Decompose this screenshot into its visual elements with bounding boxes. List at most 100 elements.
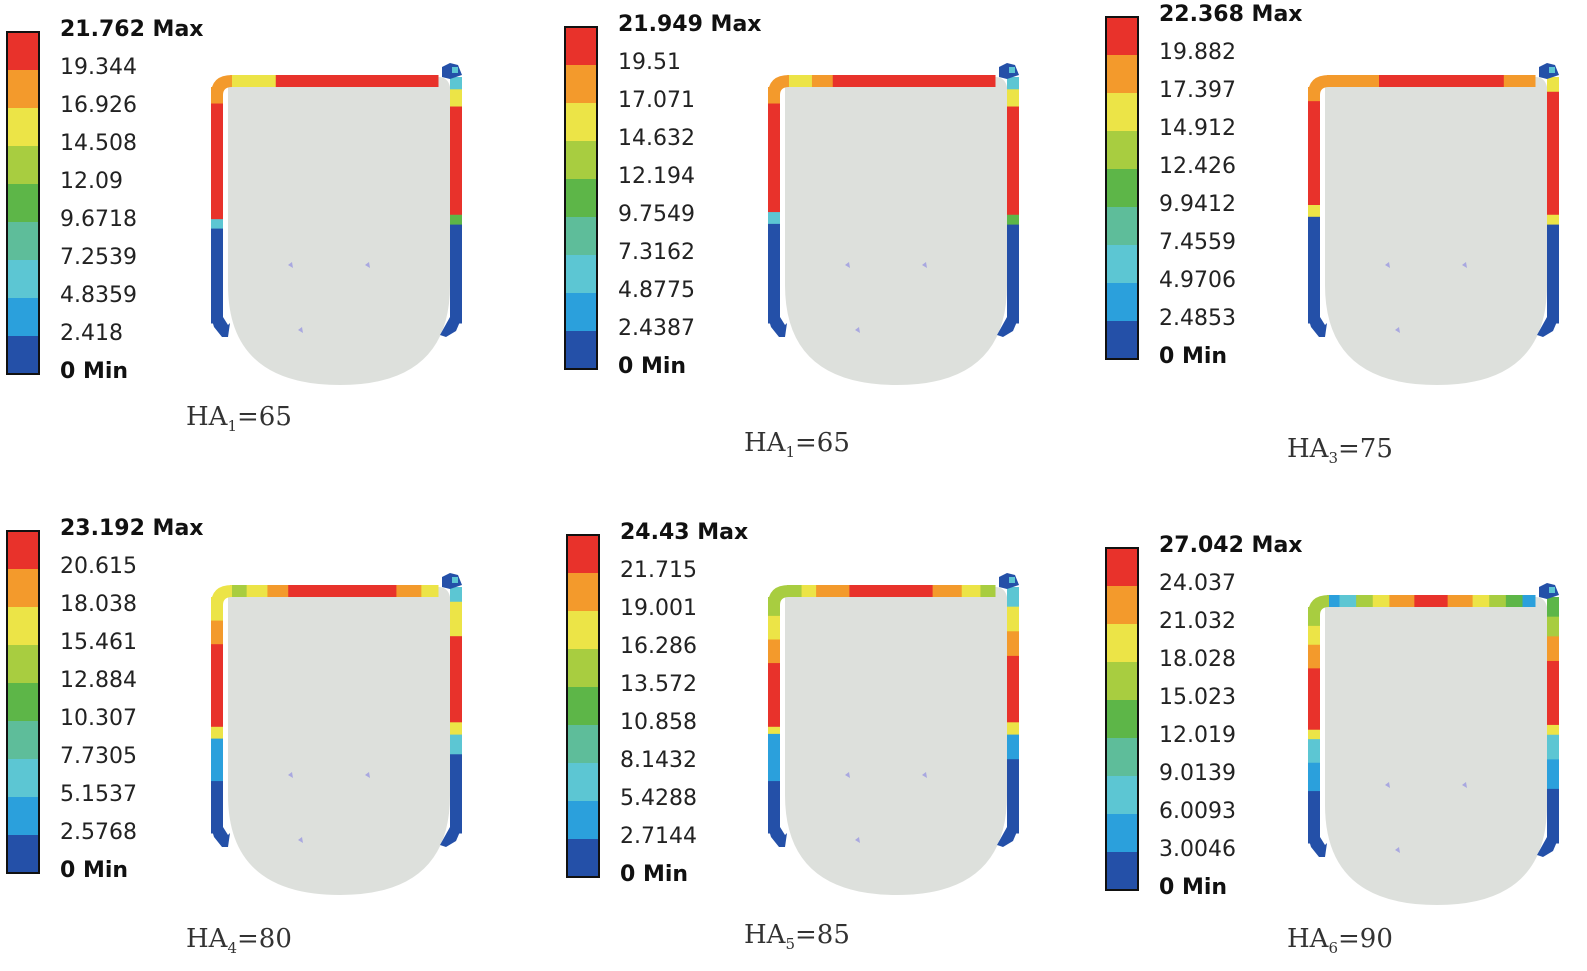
- top-band-segment: [1414, 595, 1449, 607]
- legend-swatch: [1105, 207, 1139, 245]
- legend-border: [566, 876, 600, 878]
- legend-label: 12.09: [60, 169, 123, 194]
- seal-body: [228, 587, 450, 895]
- legend-label: 0 Min: [1159, 875, 1228, 900]
- left-band-segment: [1308, 625, 1320, 646]
- legend-swatch: [1105, 662, 1139, 700]
- caption-text: HA: [186, 402, 228, 432]
- top-band-segment: [832, 75, 996, 87]
- seal-contour-5: [768, 573, 1019, 895]
- legend-swatch: [1105, 586, 1139, 624]
- legend-label: 21.949 Max: [618, 12, 762, 37]
- legend-label: 7.3162: [618, 240, 695, 265]
- left-band-segment: [768, 781, 780, 834]
- caption-value: =80: [237, 924, 292, 954]
- legend-swatch: [6, 336, 40, 374]
- legend-swatch: [564, 255, 598, 293]
- legend-label: 0 Min: [620, 862, 689, 887]
- top-band-segment: [246, 585, 268, 597]
- caption-value: =65: [237, 402, 292, 432]
- legend-swatch: [564, 141, 598, 179]
- top-band-segment: [787, 75, 813, 87]
- top-band-segment: [787, 585, 803, 597]
- right-band-segment: [450, 601, 462, 637]
- legend-label: 2.4387: [618, 316, 695, 341]
- caption-value: =85: [795, 920, 850, 950]
- left-foot: [768, 827, 787, 847]
- mesh-marker: [288, 772, 293, 778]
- mesh-marker: [855, 327, 860, 333]
- corner-lip-highlight: [452, 577, 458, 583]
- legend-label: 19.882: [1159, 40, 1236, 65]
- legend-label: 6.0093: [1159, 799, 1236, 824]
- top-band-segment: [1489, 595, 1507, 607]
- mesh-marker: [298, 327, 303, 333]
- top-band-segment: [1522, 595, 1536, 607]
- legend-swatch: [564, 179, 598, 217]
- legend-swatch: [566, 687, 600, 725]
- right-band-segment: [450, 106, 462, 216]
- right-band-segment: [1007, 214, 1019, 226]
- right-band-segment: [450, 89, 462, 108]
- top-left-corner: [211, 75, 232, 95]
- left-band-segment: [211, 228, 223, 324]
- top-band-segment: [849, 585, 934, 597]
- caption-text: HA: [744, 428, 786, 458]
- top-band-segment: [932, 585, 963, 597]
- right-band-segment: [1007, 722, 1019, 736]
- legend-border: [1105, 358, 1139, 360]
- legend-label: 19.51: [618, 50, 681, 75]
- legend-swatch: [564, 65, 598, 103]
- seal-contour-3: [1308, 63, 1559, 385]
- legend-label: 17.397: [1159, 78, 1236, 103]
- top-band-segment: [1389, 595, 1415, 607]
- top-band-segment: [1472, 595, 1490, 607]
- legend-label: 13.572: [620, 672, 697, 697]
- legend-swatch: [6, 146, 40, 184]
- legend-swatch: [564, 27, 598, 65]
- caption-value: =90: [1338, 924, 1393, 954]
- legend-swatch: [1105, 852, 1139, 890]
- left-band-segment: [211, 781, 223, 834]
- left-foot: [211, 827, 230, 847]
- legend-swatch: [566, 763, 600, 801]
- top-left-corner: [768, 75, 789, 95]
- legend-label: 15.461: [60, 630, 137, 655]
- top-band-segment: [1372, 595, 1390, 607]
- top-band-segment: [396, 585, 422, 597]
- caption-text: HA: [1287, 434, 1329, 464]
- mesh-marker: [365, 772, 370, 778]
- legend-swatch: [6, 683, 40, 721]
- legend-swatch: [6, 569, 40, 607]
- mesh-marker: [1395, 327, 1400, 333]
- right-band-segment: [1547, 660, 1559, 726]
- left-foot: [1308, 837, 1327, 857]
- legend-swatch: [1105, 814, 1139, 852]
- right-band-segment: [1547, 77, 1559, 93]
- caption-subscript: 1: [785, 443, 795, 462]
- legend-label: 21.715: [620, 558, 697, 583]
- left-band-segment: [1308, 762, 1320, 792]
- right-band-segment: [1547, 616, 1559, 637]
- legend-label: 0 Min: [60, 858, 129, 883]
- seal-contour-1: [211, 63, 462, 385]
- top-band-segment: [230, 75, 252, 87]
- right-band-segment: [1547, 597, 1559, 618]
- left-band-segment: [768, 615, 780, 640]
- legend-swatch: [6, 32, 40, 70]
- top-band-segment: [421, 585, 439, 597]
- legend-border: [6, 530, 40, 532]
- caption-text: HA: [744, 920, 786, 950]
- legend-swatch: [566, 725, 600, 763]
- top-left-corner: [1308, 75, 1329, 95]
- left-band-segment: [768, 663, 780, 728]
- seal-contour-4: [211, 573, 462, 895]
- top-band-segment: [230, 585, 248, 597]
- caption-value: =75: [1338, 434, 1393, 464]
- legend-label: 9.6718: [60, 207, 137, 232]
- left-band-segment: [768, 639, 780, 664]
- legend-label: 8.1432: [620, 748, 697, 773]
- left-band-segment: [1308, 791, 1320, 844]
- mesh-marker: [845, 772, 850, 778]
- legend-swatch: [6, 645, 40, 683]
